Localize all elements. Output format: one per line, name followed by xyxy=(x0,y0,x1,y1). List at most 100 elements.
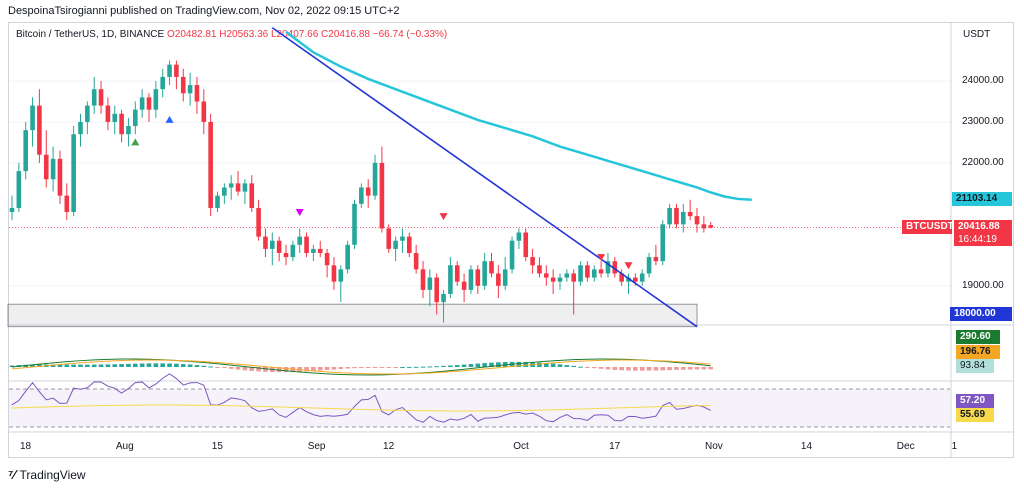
macd-histogram-bar-44 xyxy=(311,367,316,371)
macd-histogram-bar-80 xyxy=(557,364,563,367)
macd-histogram-bar-92 xyxy=(639,367,645,371)
macd-histogram-bar-0 xyxy=(9,365,15,367)
macd-histogram-bar-85 xyxy=(591,367,597,369)
candle-body-92 xyxy=(639,273,645,282)
countdown-tag: 16:44:19 xyxy=(954,233,1012,246)
candle-body-0 xyxy=(9,207,15,213)
macd-histogram-bar-65 xyxy=(454,365,460,367)
candle-body-66 xyxy=(461,281,467,290)
candle-body-69 xyxy=(482,261,487,286)
candle-body-58 xyxy=(407,236,412,253)
macd-histogram-bar-89 xyxy=(619,367,624,371)
macd-histogram-bar-11 xyxy=(85,364,90,367)
candle-body-25 xyxy=(180,76,186,94)
candle-body-91 xyxy=(633,277,638,282)
candle-body-89 xyxy=(619,273,624,282)
candle-body-35 xyxy=(249,183,255,208)
macd-histogram-bar-45 xyxy=(317,367,323,371)
descending-trendline xyxy=(271,27,698,328)
macd-histogram-bar-7 xyxy=(57,364,63,367)
candle-body-62 xyxy=(434,277,439,303)
ticker-tag: BTCUSDT xyxy=(902,220,954,234)
macd-histogram-bar-100 xyxy=(694,367,700,370)
candle-body-43 xyxy=(304,236,309,253)
candle-body-19 xyxy=(139,97,145,110)
candle-body-37 xyxy=(263,236,268,249)
signal-up-marker-1 xyxy=(165,115,174,123)
support-level-tag: 18000.00 xyxy=(950,307,1012,321)
candle-body-95 xyxy=(660,224,666,262)
candle-body-51 xyxy=(359,187,364,204)
macd-histogram-bar-40 xyxy=(283,367,289,373)
macd-histogram-bar-28 xyxy=(201,365,207,367)
candle-body-14 xyxy=(105,105,111,122)
candle-body-33 xyxy=(235,183,241,192)
macd-histogram-bar-52 xyxy=(365,367,371,368)
candle-body-80 xyxy=(557,277,563,282)
candle-body-41 xyxy=(290,244,296,258)
signal-down-marker-0 xyxy=(295,209,304,217)
ohlc-high: H20563.36 xyxy=(219,29,269,40)
time-axis-label-3: Sep xyxy=(307,441,326,452)
macd-histogram-bar-57 xyxy=(400,366,405,368)
candle-body-11 xyxy=(85,105,90,122)
ohlc-change: −66.74 (−0.33%) xyxy=(372,29,448,40)
candle-body-40 xyxy=(283,252,289,258)
macd-histogram-bar-66 xyxy=(461,364,467,367)
candle-body-44 xyxy=(311,248,316,253)
macd-histogram-bar-94 xyxy=(653,367,659,371)
candle-body-8 xyxy=(64,195,70,213)
macd-histogram-bar-39 xyxy=(276,367,282,373)
macd-histogram-bar-86 xyxy=(598,367,604,369)
ohlc-open: O20482.81 xyxy=(166,29,217,40)
candle-body-81 xyxy=(564,273,570,278)
ma-value-tag: 21103.14 xyxy=(952,192,1012,206)
macd-histogram-bar-95 xyxy=(660,367,666,371)
price-axis-unit: USDT xyxy=(963,29,991,40)
candle-body-78 xyxy=(544,273,549,278)
macd-histogram-bar-62 xyxy=(434,366,439,368)
candle-body-17 xyxy=(126,126,131,135)
candle-body-18 xyxy=(133,109,138,127)
candle-body-100 xyxy=(694,216,700,225)
candle-body-73 xyxy=(509,240,515,270)
macd-histogram-bar-91 xyxy=(633,367,638,371)
tradingview-logo[interactable]: ⁷⁄ TradingView xyxy=(8,467,86,482)
candle-body-45 xyxy=(317,248,323,253)
macd-histogram-bar-64 xyxy=(448,365,453,367)
time-axis-label-10: 1 xyxy=(951,441,958,452)
macd-histogram-bar-75 xyxy=(523,361,529,367)
candle-body-98 xyxy=(681,212,686,225)
candle-body-52 xyxy=(365,187,371,196)
macd-histogram-bar-25 xyxy=(180,364,186,367)
macd-histogram-bar-47 xyxy=(331,367,337,370)
candle-body-28 xyxy=(201,101,207,122)
macd-histogram-bar-53 xyxy=(372,367,378,368)
macd-histogram-bar-3 xyxy=(30,364,35,367)
macd-histogram-bar-101 xyxy=(701,367,707,370)
price-axis-label-1: 23000.00 xyxy=(962,115,1004,127)
candle-body-21 xyxy=(153,89,159,110)
candle-body-39 xyxy=(276,240,282,253)
candle-body-30 xyxy=(215,195,220,208)
macd-histogram-bar-82 xyxy=(571,365,576,367)
macd-histogram-bar-98 xyxy=(681,367,686,370)
macd-histogram-bar-4 xyxy=(37,364,42,367)
symbol-legend[interactable]: Bitcoin / TetherUS, 1D, BINANCE O20482.8… xyxy=(16,29,447,40)
macd-histogram-bar-18 xyxy=(133,363,138,367)
time-axis-label-1: Aug xyxy=(115,441,134,452)
candle-body-96 xyxy=(667,207,672,225)
candle-body-23 xyxy=(167,64,172,77)
candle-body-102 xyxy=(708,225,713,228)
macd-histogram-bar-43 xyxy=(304,367,309,372)
time-axis-label-5: Oct xyxy=(513,441,529,452)
macd-histogram-bar-34 xyxy=(242,367,248,371)
candle-body-93 xyxy=(646,257,652,274)
macd-histogram-bar-46 xyxy=(324,367,330,370)
candle-body-97 xyxy=(674,207,679,225)
candle-body-2 xyxy=(23,130,28,172)
candle-body-65 xyxy=(454,265,460,282)
macd-histogram-bar-74 xyxy=(516,361,522,367)
ohlc-low: L20407.66 xyxy=(270,29,319,40)
